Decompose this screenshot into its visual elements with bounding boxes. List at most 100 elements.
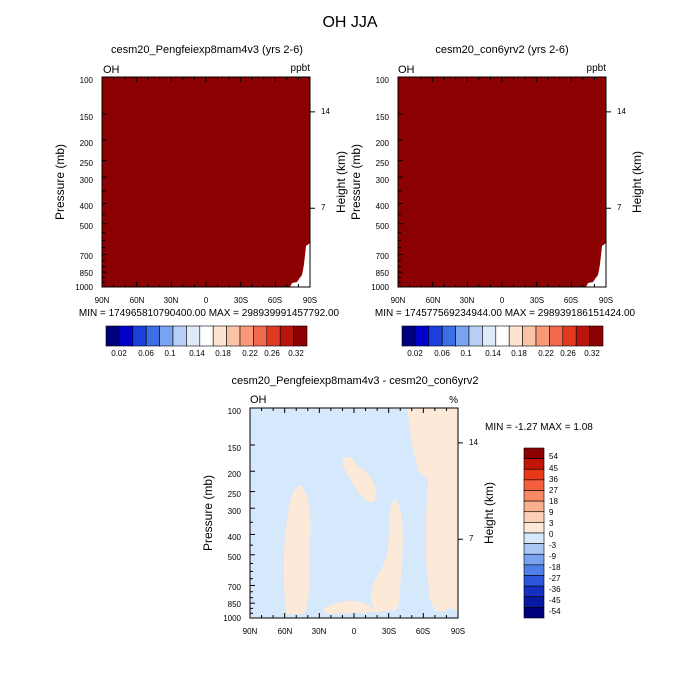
panel-1-y-tick-label: 700 xyxy=(80,252,94,261)
panel-2-x-tick-label: 90N xyxy=(391,296,406,305)
panel-3-right-label: % xyxy=(449,395,458,406)
panel-3-right-tick-label: 14 xyxy=(469,438,478,447)
panel-1-colorbar-label: 0.02 xyxy=(111,349,127,358)
panel-2-left-label: OH xyxy=(398,64,415,76)
panel-1: cesm20_Pengfeiexp8mam4v3 (yrs 2-6) OH pp… xyxy=(53,44,348,358)
panel-3-colorbar-label: -3 xyxy=(549,541,557,550)
panel-3-y-tick-label: 1000 xyxy=(223,614,241,623)
panel-3-colorbar-label: 3 xyxy=(549,519,554,528)
panel-3-colorbar-label: -36 xyxy=(549,585,561,594)
panel-3-x-tick-label: 60S xyxy=(416,627,430,636)
panel-1-right-tick-label: 14 xyxy=(321,107,330,116)
panel-3-y-tick-label: 850 xyxy=(228,600,242,609)
panel-3-colorbar-label: 18 xyxy=(549,497,558,506)
panel-2-right-tick-label: 14 xyxy=(617,107,626,116)
panel-2-y-tick-label: 250 xyxy=(376,159,390,168)
panel-3-colorbar-label: -18 xyxy=(549,563,561,572)
panel-3-x-tick-label: 30N xyxy=(312,627,327,636)
colorbar-swatch xyxy=(415,325,430,347)
panel-2-x-tick-marks xyxy=(397,77,607,287)
panel-1-ylabel: Pressure (mb) xyxy=(53,144,67,220)
panel-3-positive-region xyxy=(323,600,376,614)
panel-3-y-tick-label: 100 xyxy=(228,407,242,416)
panel-3-positive-region xyxy=(371,500,403,612)
colorbar-swatch xyxy=(523,543,545,555)
panel-3-x-tick-label: 90S xyxy=(451,627,465,636)
panel-3-positive-region xyxy=(342,456,377,503)
panel-1-y-tick-label: 1000 xyxy=(75,283,93,292)
colorbar-swatch xyxy=(253,325,268,347)
panel-2-colorbar-label: 0.02 xyxy=(407,349,423,358)
colorbar-swatch xyxy=(562,325,577,347)
colorbar-swatch xyxy=(523,532,545,544)
panel-1-y-tick-label: 150 xyxy=(80,113,94,122)
colorbar-swatch xyxy=(401,325,416,347)
panel-2-title: cesm20_con6yrv2 (yrs 2-6) xyxy=(435,44,568,56)
colorbar-swatch xyxy=(199,325,214,347)
panel-1-x-tick-label: 90N xyxy=(95,296,110,305)
panel-2-x-tick-label: 0 xyxy=(500,296,505,305)
panel-3-colorbar-label: 36 xyxy=(549,475,558,484)
panel-1-colorbar xyxy=(105,325,308,347)
panel-2-colorbar-label: 0.22 xyxy=(538,349,554,358)
panel-3-y-tick-label: 250 xyxy=(228,490,242,499)
colorbar-swatch xyxy=(159,325,174,347)
colorbar-swatch xyxy=(523,447,545,459)
panel-2-x-tick-label: 30N xyxy=(460,296,475,305)
panel-1-title: cesm20_Pengfeiexp8mam4v3 (yrs 2-6) xyxy=(111,44,303,56)
panel-1-field xyxy=(102,77,310,287)
panel-3-right-tick-label: 7 xyxy=(469,534,474,543)
colorbar-swatch xyxy=(523,522,545,534)
panel-3-x-tick-label: 90N xyxy=(243,627,258,636)
colorbar-swatch xyxy=(279,325,294,347)
colorbar-swatch xyxy=(441,325,456,347)
panel-2-colorbar-label: 0.32 xyxy=(584,349,600,358)
colorbar-swatch xyxy=(508,325,523,347)
colorbar-swatch xyxy=(266,325,281,347)
panel-2-y-tick-label: 1000 xyxy=(371,283,389,292)
colorbar-swatch xyxy=(212,325,227,347)
colorbar-swatch xyxy=(535,325,550,347)
panel-3-x-tick-label: 60N xyxy=(278,627,293,636)
panel-2-x-tick-label: 60N xyxy=(426,296,441,305)
panel-3-stats: MIN = -1.27 MAX = 1.08 xyxy=(485,422,593,433)
panel-1-right-label: ppbt xyxy=(291,63,311,74)
panel-1-y-tick-label: 100 xyxy=(80,76,94,85)
panel-1-colorbar-label: 0.1 xyxy=(164,349,176,358)
panel-2-colorbar xyxy=(401,325,604,347)
panel-2-field xyxy=(398,77,606,287)
panel-3: cesm20_Pengfeiexp8mam4v3 - cesm20_con6yr… xyxy=(201,375,593,636)
panel-2-ylabel: Pressure (mb) xyxy=(349,144,363,220)
panel-3-y-tick-label: 400 xyxy=(228,533,242,542)
panel-1-colorbar-label: 0.14 xyxy=(189,349,205,358)
colorbar-swatch xyxy=(523,511,545,523)
panel-1-y-tick-label: 850 xyxy=(80,269,94,278)
colorbar-swatch xyxy=(293,325,308,347)
panel-1-colorbar-label: 0.32 xyxy=(288,349,304,358)
panel-3-colorbar-label: 54 xyxy=(549,452,558,461)
panel-2-stats: MIN = 174577569234944.00 MAX = 298939186… xyxy=(375,308,636,319)
panel-1-x-tick-label: 0 xyxy=(204,296,209,305)
panel-3-left-label: OH xyxy=(250,394,267,406)
panel-3-positive-region xyxy=(283,485,311,614)
colorbar-swatch xyxy=(495,325,510,347)
colorbar-swatch xyxy=(549,325,564,347)
colorbar-swatch xyxy=(523,479,545,491)
colorbar-swatch xyxy=(523,500,545,513)
panel-3-colorbar-label: -45 xyxy=(549,596,561,605)
colorbar-swatch xyxy=(145,325,160,347)
panel-2-x-tick-label: 60S xyxy=(564,296,578,305)
panel-2-y-tick-label: 850 xyxy=(376,269,390,278)
colorbar-swatch xyxy=(132,325,147,347)
panel-2-colorbar-label: 0.18 xyxy=(511,349,527,358)
panel-1-ylabel-right: Height (km) xyxy=(334,151,348,213)
panel-3-y-tick-label: 300 xyxy=(228,507,242,516)
colorbar-swatch xyxy=(523,585,545,598)
colorbar-swatch xyxy=(172,325,187,347)
panel-3-positive-region xyxy=(407,408,458,612)
panel-3-colorbar-label: 9 xyxy=(549,508,554,517)
panel-2-missing-corner xyxy=(586,243,606,287)
colorbar-swatch xyxy=(523,553,545,566)
colorbar-swatch xyxy=(523,596,545,608)
